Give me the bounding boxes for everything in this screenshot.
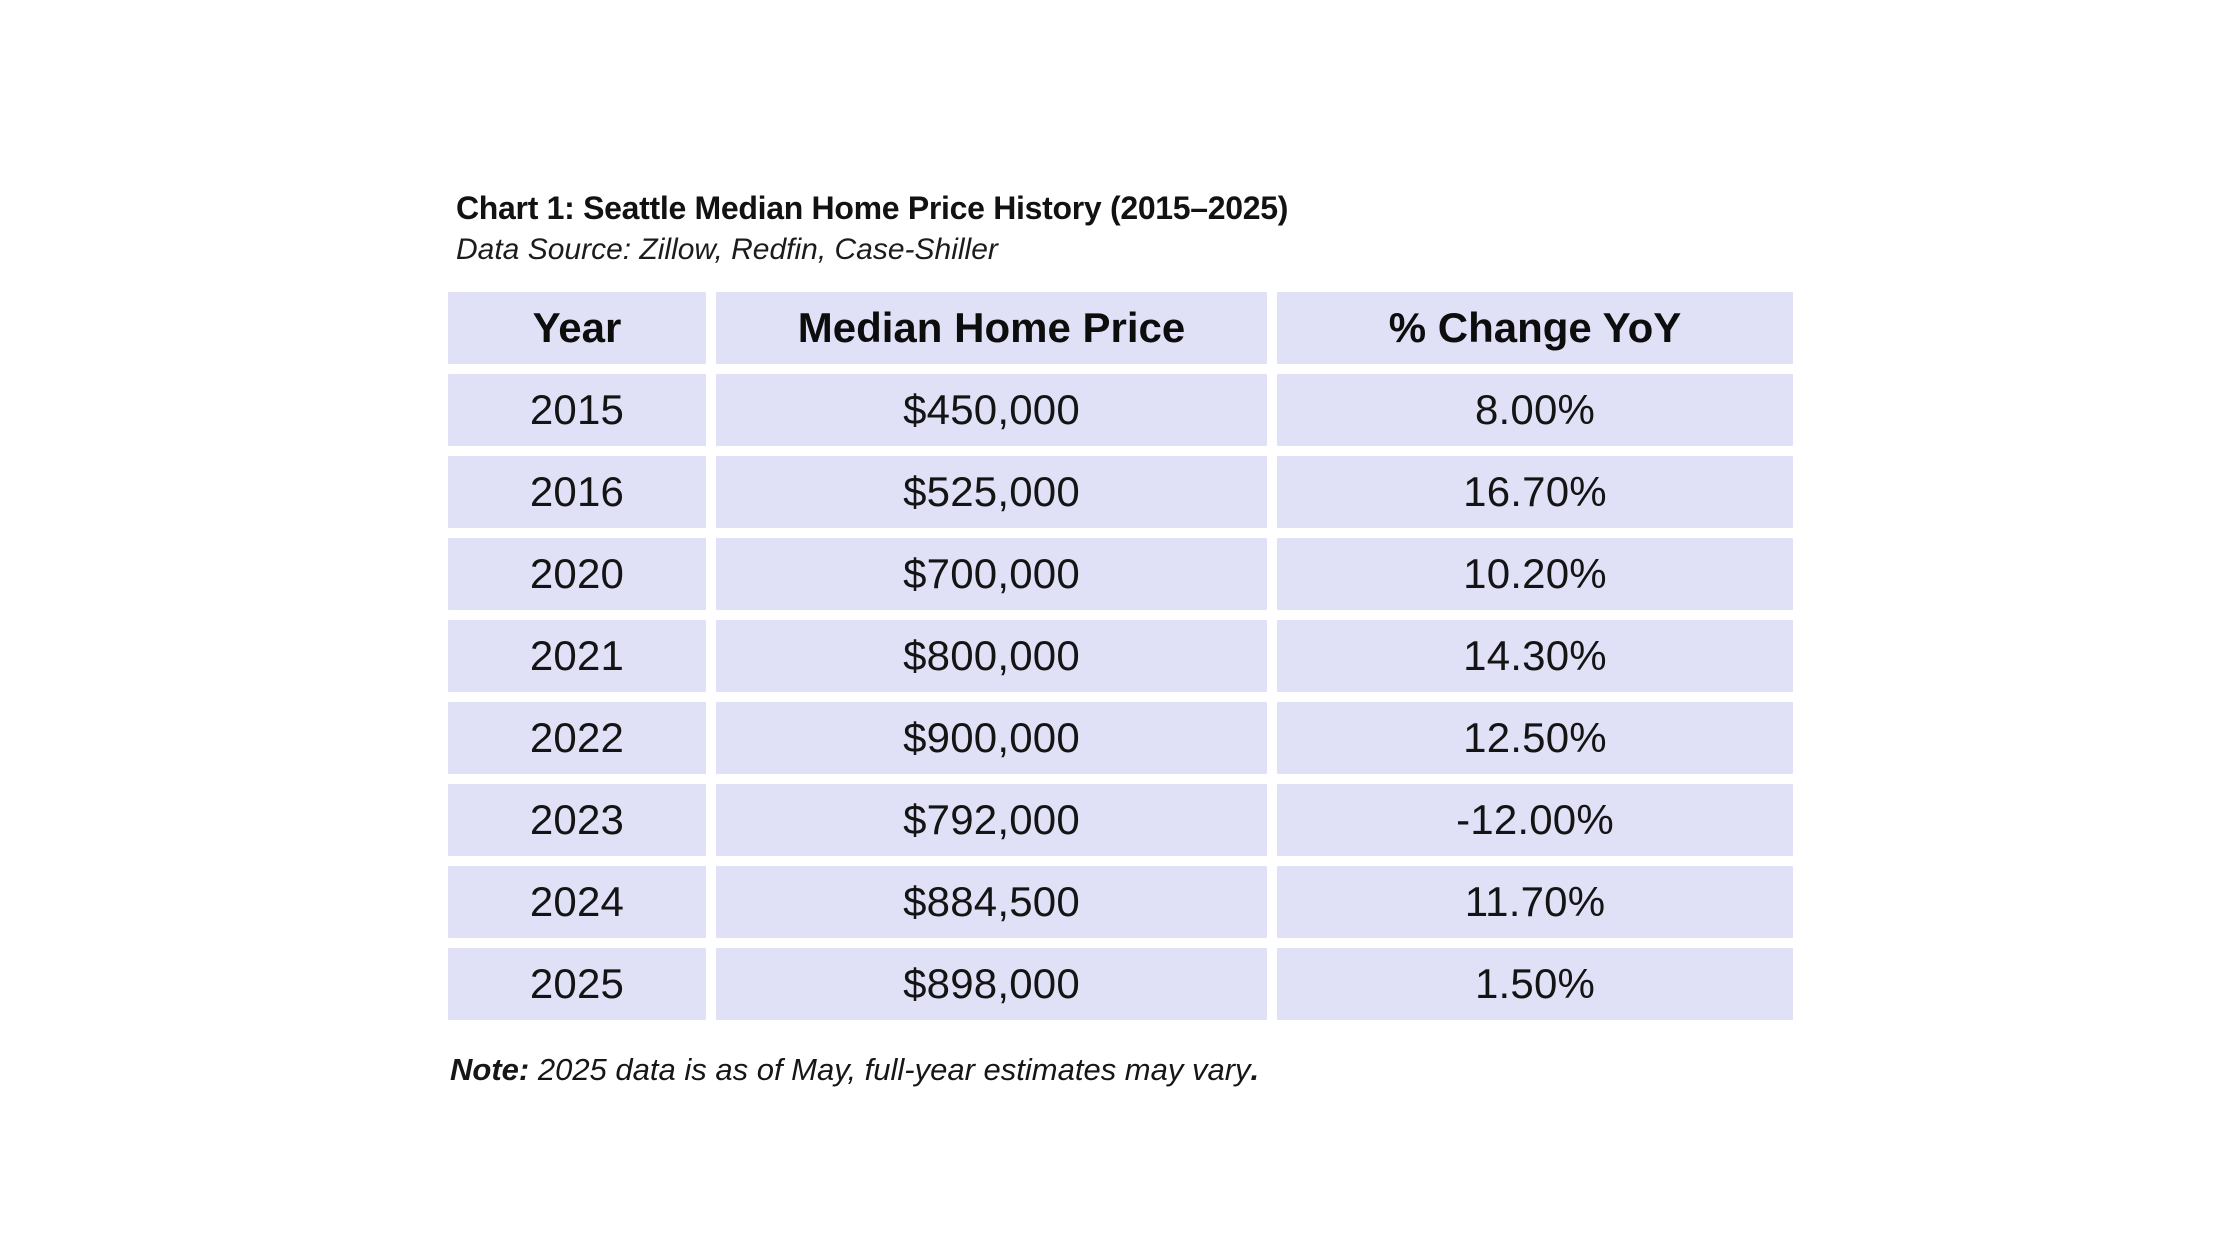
note-period: . (1250, 1052, 1260, 1087)
data-source-subtitle: Data Source: Zillow, Redfin, Case-Shille… (456, 233, 998, 266)
cell-change: 11.70% (1277, 866, 1793, 938)
cell-change: 8.00% (1277, 374, 1793, 446)
cell-year: 2015 (448, 374, 706, 446)
cell-change: 16.70% (1277, 456, 1793, 528)
cell-change: 1.50% (1277, 948, 1793, 1020)
cell-change: 10.20% (1277, 538, 1793, 610)
cell-price: $900,000 (716, 702, 1267, 774)
price-history-table: Year Median Home Price% Change YoY 2015 $45… (448, 292, 1793, 1020)
note-label: Note: (450, 1052, 530, 1087)
header-cell-change: % Change YoY (1277, 292, 1793, 364)
cell-year: 2024 (448, 866, 706, 938)
cell-year: 2022 (448, 702, 706, 774)
cell-change: 12.50% (1277, 702, 1793, 774)
cell-year: 2023 (448, 784, 706, 856)
chart-title: Chart 1: Seattle Median Home Price Histo… (456, 190, 1289, 226)
cell-year: 2025 (448, 948, 706, 1020)
cell-price: $525,000 (716, 456, 1267, 528)
cell-price: $884,500 (716, 866, 1267, 938)
cell-year: 2020 (448, 538, 706, 610)
cell-change: -12.00% (1277, 784, 1793, 856)
cell-price: $700,000 (716, 538, 1267, 610)
cell-change: 14.30% (1277, 620, 1793, 692)
cell-year: 2021 (448, 620, 706, 692)
chart-block: Chart 1: Seattle Median Home Price Histo… (448, 188, 1793, 1090)
cell-price: $800,000 (716, 620, 1267, 692)
cell-price: $898,000 (716, 948, 1267, 1020)
note-text: 2025 data is as of May, full-year estima… (529, 1052, 1251, 1087)
table-note: Note: 2025 data is as of May, full-year … (448, 1050, 1793, 1090)
header-cell-price: Median Home Price (716, 292, 1267, 364)
cell-year: 2016 (448, 456, 706, 528)
cell-price: $792,000 (716, 784, 1267, 856)
cell-price: $450,000 (716, 374, 1267, 446)
header-cell-year: Year (448, 292, 706, 364)
